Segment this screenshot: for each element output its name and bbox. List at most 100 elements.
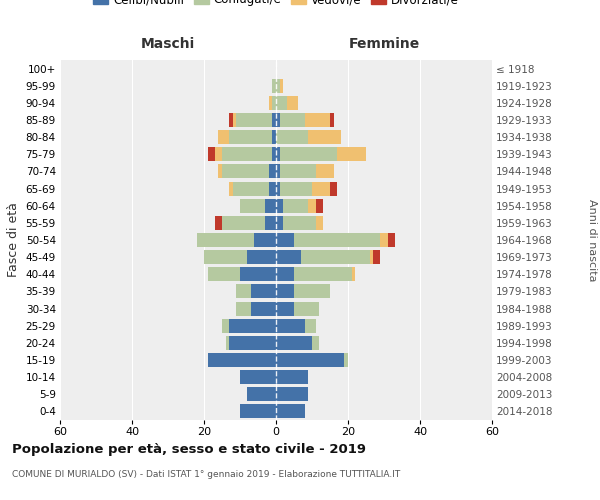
Bar (265, 198, 276, 212)
Bar (280, 164, 316, 178)
Bar (222, 148, 272, 162)
Bar (269, 182, 276, 196)
Bar (276, 182, 280, 196)
Bar (280, 182, 312, 196)
Y-axis label: Fasce di età: Fasce di età (7, 202, 20, 278)
Bar (373, 250, 380, 264)
Bar (388, 233, 395, 247)
Text: Popolazione per età, sesso e stato civile - 2019: Popolazione per età, sesso e stato civil… (12, 442, 366, 456)
Bar (240, 404, 276, 418)
Bar (276, 216, 283, 230)
Bar (240, 198, 265, 212)
Bar (265, 216, 276, 230)
Bar (276, 164, 280, 178)
Bar (276, 233, 294, 247)
Bar (208, 268, 240, 281)
Bar (272, 96, 276, 110)
Bar (276, 336, 312, 350)
Bar (218, 130, 229, 144)
Bar (276, 148, 280, 162)
Bar (330, 113, 334, 127)
Text: Femmine: Femmine (349, 38, 419, 52)
Bar (236, 113, 272, 127)
Bar (305, 113, 330, 127)
Bar (208, 353, 276, 367)
Bar (215, 216, 222, 230)
Bar (276, 404, 305, 418)
Bar (229, 113, 233, 127)
Bar (218, 164, 222, 178)
Bar (233, 182, 269, 196)
Bar (294, 302, 319, 316)
Bar (330, 182, 337, 196)
Bar (222, 216, 265, 230)
Bar (352, 268, 355, 281)
Bar (229, 336, 276, 350)
Bar (276, 284, 294, 298)
Bar (308, 130, 341, 144)
Bar (276, 113, 280, 127)
Bar (280, 113, 305, 127)
Bar (229, 182, 233, 196)
Bar (233, 113, 236, 127)
Bar (312, 336, 319, 350)
Bar (222, 318, 229, 332)
Bar (240, 370, 276, 384)
Bar (222, 164, 269, 178)
Text: Anni di nascita: Anni di nascita (587, 198, 597, 281)
Bar (370, 250, 373, 264)
Bar (247, 250, 276, 264)
Bar (312, 182, 330, 196)
Bar (215, 148, 222, 162)
Bar (247, 388, 276, 402)
Text: COMUNE DI MURIALDO (SV) - Dati ISTAT 1° gennaio 2019 - Elaborazione TUTTITALIA.I: COMUNE DI MURIALDO (SV) - Dati ISTAT 1° … (12, 470, 400, 479)
Bar (337, 148, 366, 162)
Bar (287, 96, 298, 110)
Legend: Celibi/Nubili, Coniugati/e, Vedovi/e, Divorziati/e: Celibi/Nubili, Coniugati/e, Vedovi/e, Di… (88, 0, 464, 11)
Bar (283, 198, 308, 212)
Bar (229, 318, 276, 332)
Bar (276, 250, 301, 264)
Bar (276, 318, 305, 332)
Bar (308, 198, 316, 212)
Bar (272, 113, 276, 127)
Bar (276, 96, 287, 110)
Bar (305, 318, 316, 332)
Bar (283, 216, 316, 230)
Bar (380, 233, 388, 247)
Bar (236, 302, 251, 316)
Bar (294, 268, 352, 281)
Bar (316, 164, 334, 178)
Bar (316, 216, 323, 230)
Bar (276, 198, 283, 212)
Bar (276, 388, 308, 402)
Bar (208, 148, 215, 162)
Bar (276, 78, 280, 92)
Bar (272, 78, 276, 92)
Bar (280, 148, 337, 162)
Bar (276, 370, 308, 384)
Bar (280, 78, 283, 92)
Bar (226, 336, 229, 350)
Bar (301, 250, 370, 264)
Bar (276, 130, 308, 144)
Bar (197, 233, 254, 247)
Bar (272, 148, 276, 162)
Bar (236, 284, 251, 298)
Bar (294, 284, 330, 298)
Text: Maschi: Maschi (141, 38, 195, 52)
Bar (272, 130, 276, 144)
Bar (229, 130, 272, 144)
Bar (269, 96, 272, 110)
Bar (204, 250, 247, 264)
Bar (269, 164, 276, 178)
Bar (276, 353, 344, 367)
Bar (276, 268, 294, 281)
Bar (251, 284, 276, 298)
Bar (251, 302, 276, 316)
Bar (254, 233, 276, 247)
Bar (316, 198, 323, 212)
Bar (276, 302, 294, 316)
Bar (294, 233, 380, 247)
Bar (240, 268, 276, 281)
